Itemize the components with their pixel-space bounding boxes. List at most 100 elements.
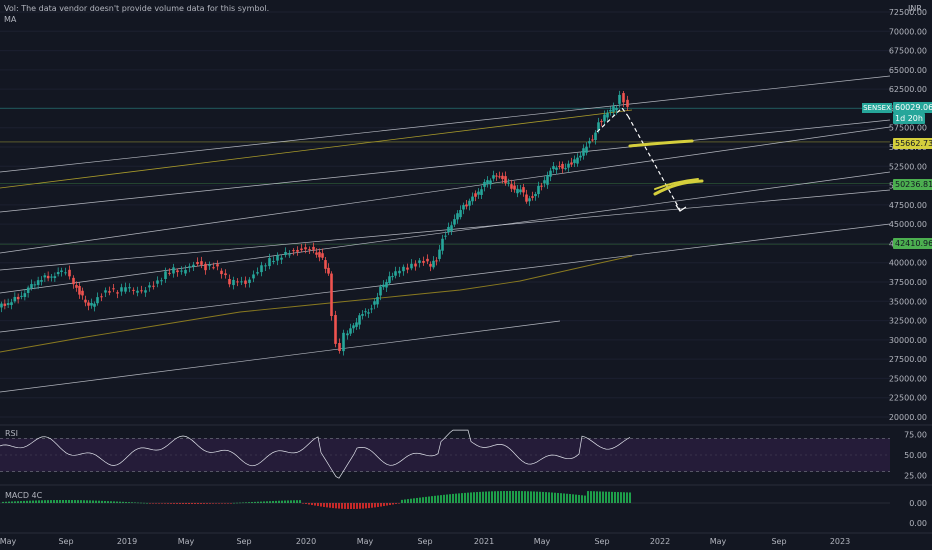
macd-histogram-bar — [110, 501, 112, 503]
candle-body — [104, 290, 107, 293]
macd-histogram-bar — [86, 500, 88, 503]
candle-body — [292, 250, 295, 252]
macd-histogram-bar — [530, 491, 532, 503]
macd-indicator-label[interactable]: MACD 4C — [5, 491, 43, 500]
macd-histogram-bar — [53, 500, 55, 503]
candle-body — [477, 191, 480, 195]
candle-body — [498, 176, 501, 178]
macd-histogram-bar — [584, 495, 586, 503]
candle-body — [216, 264, 219, 267]
candle-body — [188, 266, 191, 268]
macd-histogram-bar — [449, 494, 451, 503]
macd-histogram-bar — [47, 500, 49, 503]
candle-body — [426, 258, 429, 262]
macd-histogram-bar — [149, 503, 151, 504]
candle-body — [373, 301, 376, 305]
macd-histogram-bar — [5, 501, 7, 503]
macd-histogram-bar — [605, 491, 607, 503]
time-tick-label: May — [357, 537, 374, 546]
time-tick-label: 2020 — [296, 537, 316, 546]
candle-body — [346, 333, 349, 336]
rsi-indicator-label[interactable]: RSI — [5, 429, 18, 438]
macd-histogram-bar — [152, 503, 154, 504]
candle-body — [296, 249, 299, 252]
macd-histogram-bar — [443, 494, 445, 503]
macd-histogram-bar — [518, 491, 520, 503]
macd-histogram-bar — [377, 503, 379, 507]
macd-histogram-bar — [512, 491, 514, 503]
candle-body — [260, 265, 263, 273]
candle-body — [100, 296, 103, 298]
candle-body — [280, 257, 283, 260]
candle-body — [516, 188, 519, 194]
macd-histogram-bar — [560, 493, 562, 503]
candle-body — [537, 185, 540, 195]
macd-histogram-bar — [341, 503, 343, 509]
macd-histogram-bar — [170, 503, 172, 504]
macd-histogram-bar — [284, 500, 286, 503]
candle-body — [501, 175, 504, 180]
candle-body — [576, 157, 579, 164]
candle-body — [540, 185, 543, 187]
macd-tick-label: 0.00 — [909, 519, 927, 528]
candle-body — [36, 280, 40, 285]
candle-body — [10, 302, 13, 306]
candle-body — [30, 284, 33, 289]
price-tick-label: 62500.00 — [889, 85, 927, 94]
macd-histogram-bar — [185, 503, 187, 504]
macd-histogram-bar — [122, 501, 124, 503]
macd-histogram-bar — [467, 492, 469, 503]
candle-body — [606, 112, 609, 118]
macd-histogram-bar — [608, 491, 610, 503]
price-tick-label: 35000.00 — [889, 297, 927, 306]
macd-histogram-bar — [593, 491, 595, 503]
macd-histogram-bar — [167, 503, 169, 504]
ma-indicator-label[interactable]: MA — [4, 15, 17, 24]
macd-histogram-bar — [338, 503, 340, 509]
candle-body — [507, 182, 510, 184]
candle-body — [324, 260, 327, 269]
time-tick-label: Sep — [236, 537, 251, 546]
macd-histogram-bar — [164, 503, 166, 504]
macd-histogram-bar — [248, 502, 250, 503]
candle-body — [84, 299, 87, 303]
candle-body — [603, 114, 606, 122]
macd-histogram-bar — [302, 503, 304, 504]
candle-body — [252, 274, 255, 279]
candle-body — [364, 311, 367, 313]
macd-histogram-bar — [314, 503, 316, 506]
macd-histogram-bar — [542, 491, 544, 503]
macd-histogram-bar — [422, 497, 424, 503]
trendline-7 — [0, 189, 891, 271]
macd-histogram-bar — [68, 500, 70, 503]
time-tick-label: Sep — [771, 537, 786, 546]
macd-histogram-bar — [257, 501, 259, 503]
macd-histogram-bar — [446, 494, 448, 503]
macd-histogram-bar — [290, 500, 292, 503]
macd-histogram-bar — [362, 503, 364, 509]
candle-body — [522, 187, 525, 193]
macd-histogram-bar — [539, 491, 541, 503]
candle-body — [16, 296, 20, 300]
macd-histogram-bar — [83, 500, 85, 503]
candle-body — [176, 270, 179, 273]
macd-histogram-bar — [551, 492, 553, 503]
macd-histogram-bar — [371, 503, 373, 508]
macd-histogram-bar — [260, 501, 262, 503]
candle-body — [264, 265, 267, 267]
candle-body — [450, 225, 453, 232]
macd-histogram-bar — [413, 498, 415, 503]
macd-histogram-bar — [197, 503, 199, 504]
macd-histogram-bar — [98, 500, 100, 503]
price-tick-label: 45000.00 — [889, 220, 927, 229]
macd-histogram-bar — [320, 503, 322, 507]
candle-body — [46, 275, 50, 279]
candle-body — [208, 265, 211, 267]
candle-body — [402, 266, 405, 272]
candle-body — [338, 343, 341, 351]
macd-histogram-bar — [131, 502, 133, 503]
candle-body — [471, 196, 474, 202]
macd-histogram-bar — [350, 503, 352, 509]
macd-histogram-bar — [215, 503, 217, 504]
